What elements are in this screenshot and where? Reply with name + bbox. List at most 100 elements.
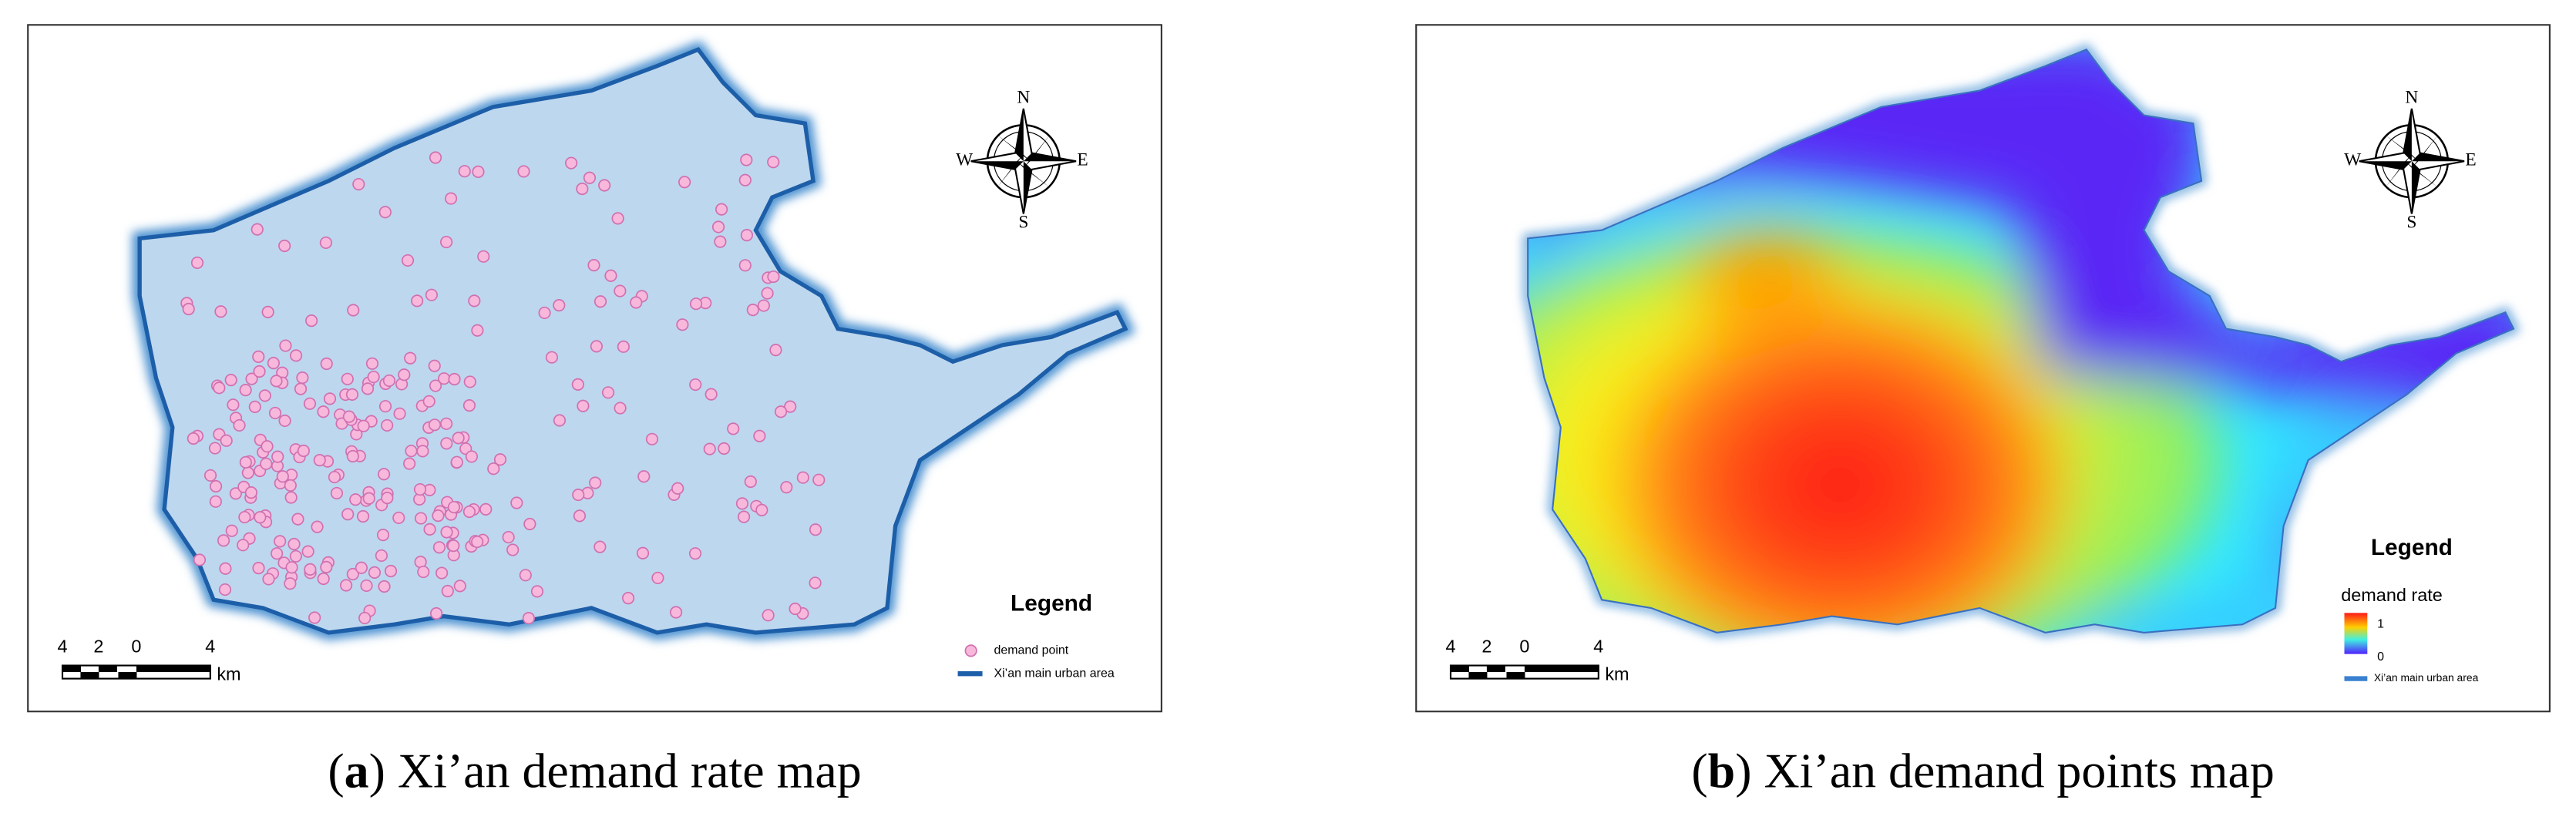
demand-point [809, 523, 822, 536]
demand-point [715, 203, 728, 216]
demand-point [323, 392, 337, 405]
demand-point [440, 437, 453, 450]
legend-title: Legend [1011, 591, 1092, 617]
demand-point [611, 212, 624, 225]
north-arrow: N S W E [956, 88, 1088, 233]
demand-point [522, 612, 535, 625]
demand-point [378, 580, 391, 593]
scale-label: 2 [93, 636, 103, 656]
demand-point [468, 294, 481, 307]
demand-point [413, 482, 427, 496]
caption-open: ( [328, 743, 344, 798]
demand-point [572, 488, 585, 502]
demand-point [762, 609, 775, 622]
demand-point [403, 457, 416, 470]
demand-point [416, 445, 429, 458]
demand-point [368, 566, 382, 579]
demand-point [630, 296, 643, 309]
scale-bar-segment [98, 665, 117, 673]
demand-point [448, 372, 461, 386]
demand-point [367, 370, 380, 384]
demand-point [252, 562, 265, 575]
demand-point [774, 405, 788, 418]
demand-point [577, 399, 590, 412]
compass-s: S [1018, 213, 1028, 233]
demand-point [462, 505, 476, 519]
demand-point [705, 388, 718, 401]
demand-point [220, 434, 233, 447]
compass-n: N [2405, 88, 2418, 108]
demand-point [339, 579, 353, 592]
demand-point [393, 407, 406, 420]
demand-point [288, 537, 301, 551]
demand-point [510, 496, 523, 509]
demand-point [506, 543, 520, 556]
demand-point [689, 297, 703, 311]
demand-point [237, 539, 250, 552]
demand-point [439, 417, 453, 430]
compass-star-fill [970, 108, 1077, 214]
demand-point [218, 583, 232, 596]
demand-point [214, 305, 227, 318]
demand-point [523, 517, 536, 531]
demand-point [590, 340, 604, 353]
demand-point [381, 492, 394, 505]
demand-point [789, 602, 802, 616]
demand-point [796, 471, 809, 484]
demand-point [617, 340, 630, 353]
demand-point [356, 509, 370, 523]
demand-point [422, 395, 435, 408]
demand-point [227, 398, 240, 412]
scale-label: 0 [131, 636, 141, 656]
demand-point [553, 414, 567, 427]
demand-point [738, 173, 752, 186]
demand-point [341, 508, 355, 521]
legend-item: Xi’an main urban area [2374, 671, 2479, 684]
demand-point [452, 432, 465, 445]
demand-point [381, 418, 394, 432]
demand-point [429, 379, 442, 392]
compass-w: W [2344, 150, 2362, 170]
demand-point [477, 250, 490, 263]
scale-bar-segment [80, 672, 99, 679]
demand-point [375, 549, 388, 563]
demand-point [311, 520, 324, 533]
demand-point [676, 318, 689, 331]
demand-point [450, 455, 463, 469]
demand-point [519, 569, 532, 582]
demand-point [738, 259, 752, 272]
caption: (b) Xi’an demand points map [1691, 743, 2274, 798]
demand-point [784, 400, 797, 413]
scale-bar-segment [1468, 672, 1488, 679]
demand-point [271, 450, 284, 463]
demand-point [604, 269, 617, 282]
scale-unit: km [217, 664, 240, 684]
caption-label: b [1708, 743, 1736, 798]
demand-point [341, 372, 354, 385]
demand-point [358, 611, 372, 625]
demand-point [404, 351, 417, 365]
demand-point [440, 526, 453, 539]
demand-point [365, 357, 379, 370]
demand-point [753, 429, 766, 442]
demand-point [583, 171, 597, 184]
demand-point [253, 365, 266, 378]
demand-point [209, 495, 222, 508]
demand-point [767, 156, 780, 169]
demand-point [278, 414, 291, 428]
demand-point [423, 523, 436, 536]
demand-point [270, 375, 283, 388]
demand-point [621, 592, 635, 605]
demand-rate-surface [1528, 49, 2514, 633]
demand-point [233, 418, 246, 432]
demand-point [193, 553, 207, 566]
demand-point [447, 500, 460, 514]
demand-point [651, 571, 664, 585]
demand-point [429, 607, 443, 620]
demand-point [414, 512, 428, 525]
demand-point [718, 442, 731, 455]
demand-point [545, 351, 559, 364]
demand-point [517, 165, 530, 178]
